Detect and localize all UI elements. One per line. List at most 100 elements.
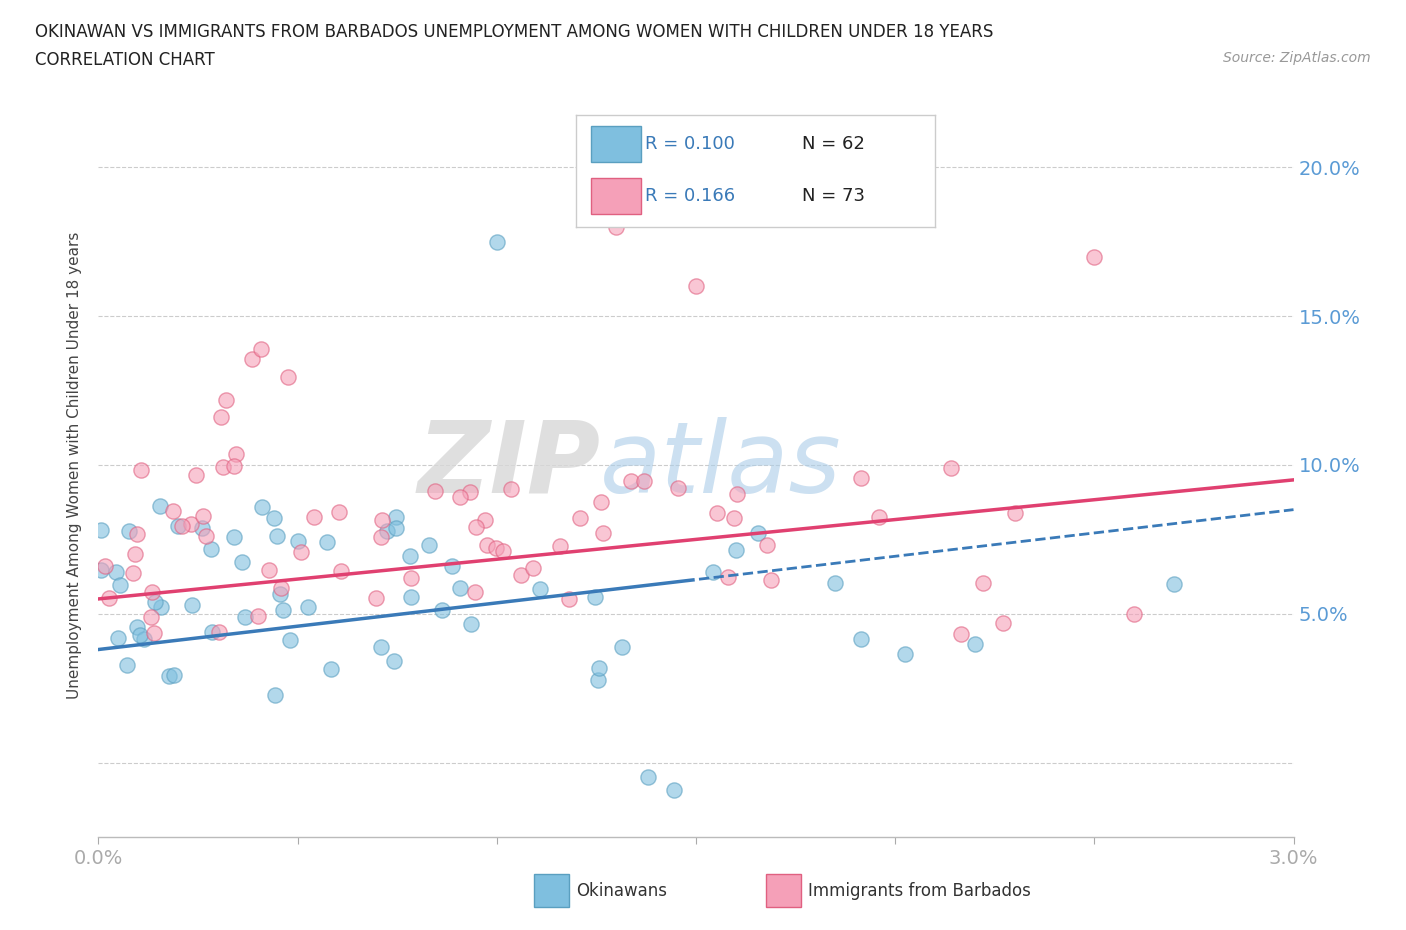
Point [477,538,499,552]
Text: Source: ZipAtlas.com: Source: ZipAtlas.com [1223,51,1371,65]
Point [141,610,163,625]
Point [315,534,337,549]
Point [384,510,406,525]
Point [588,661,610,676]
Point [184,467,207,482]
Point [209,409,232,424]
Point [240,352,263,366]
Point [492,544,515,559]
Point [633,473,655,488]
Point [143,594,166,609]
Point [127,620,149,635]
Point [321,661,343,676]
Point [868,510,890,525]
Point [214,392,236,407]
Point [499,482,522,497]
Point [1083,249,1105,264]
Point [399,570,422,585]
Text: atlas: atlas [600,417,842,513]
Point [250,342,273,357]
Point [163,667,186,682]
Point [290,545,312,560]
Point [180,516,202,531]
Point [725,542,748,557]
Point [557,591,579,606]
Point [273,603,295,618]
Point [263,511,285,525]
Point [208,624,231,639]
Point [222,530,245,545]
Point [269,587,291,602]
Point [529,581,551,596]
Point [94,559,117,574]
Point [485,234,508,249]
Point [717,570,740,585]
Point [894,646,917,661]
Point [127,526,149,541]
Point [90,563,112,578]
Point [1004,505,1026,520]
Point [592,525,614,540]
Point [191,509,214,524]
Point [270,580,292,595]
Point [235,609,257,624]
Point [398,549,420,564]
Point [377,524,399,538]
Point [991,616,1014,631]
Point [370,512,392,527]
Point [330,564,353,578]
Point [157,669,180,684]
Point [370,530,392,545]
Point [124,547,146,562]
Point [824,576,846,591]
Point [257,563,280,578]
Point [129,462,152,477]
Point [1163,577,1185,591]
Point [509,568,531,583]
Point [589,494,612,509]
Point [474,512,496,527]
Point [685,279,707,294]
Point [141,585,163,600]
Point [107,631,129,645]
Point [458,485,481,499]
Point [423,484,446,498]
Point [297,600,319,615]
Point [706,505,728,520]
Point [522,560,544,575]
Point [849,471,872,485]
Point [385,521,408,536]
Point [115,658,138,672]
Point [104,565,127,579]
Point [225,446,247,461]
Point [264,687,287,702]
Point [464,585,486,600]
Point [167,519,190,534]
Point [723,511,745,525]
Point [252,500,274,515]
Point [194,528,217,543]
Point [950,627,973,642]
Text: ZIP: ZIP [418,417,600,513]
Point [666,480,689,495]
Point [460,617,482,631]
Point [662,783,685,798]
Point [231,555,253,570]
Point [222,458,245,473]
Point [200,541,222,556]
Point [149,498,172,513]
Point [277,369,299,384]
Point [449,489,471,504]
Point [122,565,145,580]
Point [108,578,131,592]
Point [118,524,141,538]
Point [201,624,224,639]
Point [586,672,609,687]
Y-axis label: Unemployment Among Women with Children Under 18 years: Unemployment Among Women with Children U… [67,232,83,698]
Point [418,538,440,552]
Point [191,521,214,536]
Point [399,590,422,604]
Point [90,523,112,538]
Point [620,473,643,488]
Point [725,487,748,502]
